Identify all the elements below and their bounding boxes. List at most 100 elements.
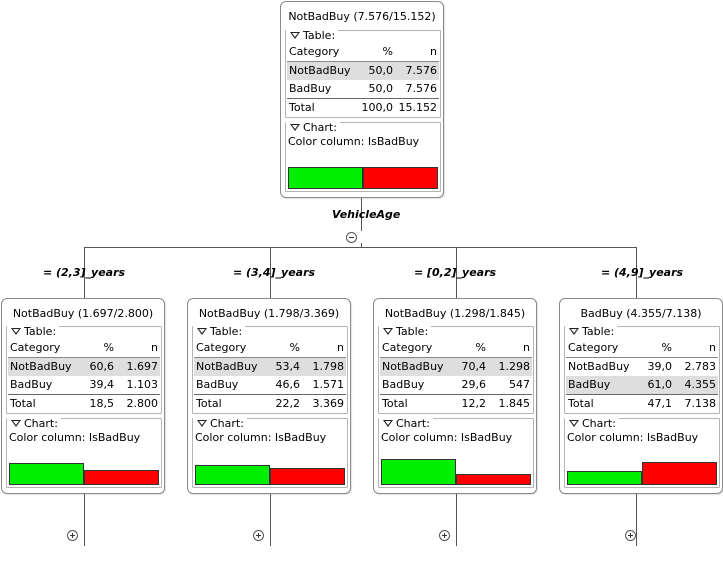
cell-count: 3.369 (312, 397, 345, 410)
node-title: NotBadBuy (7.576/15.152) (288, 10, 436, 23)
expand-icon[interactable] (67, 530, 78, 541)
cell-percent: 53,4 (275, 360, 301, 373)
cell-category: Category (196, 341, 247, 354)
bar-badbuy (456, 474, 531, 485)
cell-category: BadBuy (196, 378, 239, 391)
table-row: NotBadBuy 50,0 7.576 (287, 62, 439, 80)
cell-percent: 61,0 (647, 378, 673, 391)
cell-category: Total (568, 397, 594, 410)
cell-category: Total (10, 397, 36, 410)
table-toggle[interactable]: Table: (286, 30, 339, 42)
cell-percent: 22,2 (275, 397, 301, 410)
chart-section: Chart: Color column: IsBadBuy (378, 418, 534, 488)
cell-count: n (337, 341, 344, 354)
table-toggle[interactable]: Table: (193, 326, 246, 338)
bar-notbadbuy (381, 459, 456, 485)
stats-table: Category% n NotBadBuy 70,4 1.298 BadBuy 29,6 54… (380, 339, 532, 413)
edge-label-1: = (2,3]_years (42, 266, 126, 279)
chart-toggle[interactable]: Chart: (286, 122, 340, 134)
table-row: BadBuy 50,0 7.576 (287, 80, 439, 98)
cell-percent: 29,6 (461, 378, 487, 391)
color-column-label: Color column: IsBadBuy (381, 431, 513, 444)
table-header-row: Category% n (8, 339, 160, 358)
cell-count: 1.298 (498, 360, 531, 373)
cell-percent: 39,0 (647, 360, 673, 373)
cell-percent: % (661, 341, 672, 354)
triangle-down-icon (290, 31, 300, 39)
collapse-icon[interactable] (346, 232, 357, 243)
table-section: Table: Category% n NotBadBuy 53,4 1.798 BadBuy… (192, 326, 348, 414)
expand-icon[interactable] (253, 530, 264, 541)
cell-category: Total (196, 397, 222, 410)
split-attribute-label: VehicleAge (332, 208, 401, 221)
expand-icon[interactable] (439, 530, 450, 541)
child-stub-3 (456, 494, 457, 546)
cell-percent: % (289, 341, 300, 354)
cell-count: 7.138 (684, 397, 717, 410)
table-label: Table: (24, 325, 57, 338)
cell-category: Total (289, 101, 315, 114)
cell-category: Category (10, 341, 61, 354)
tree-node-c3[interactable]: NotBadBuy (1.298/1.845) Table: Category% n N… (373, 298, 537, 494)
cell-count: 7.576 (405, 64, 438, 77)
cell-percent: 39,4 (89, 378, 115, 391)
table-toggle[interactable]: Table: (7, 325, 60, 338)
cell-percent: 100,0 (361, 101, 394, 114)
cell-count: 1.798 (312, 360, 345, 373)
cell-percent: 60,6 (89, 360, 115, 373)
table-section: Table: Category% n NotBadBuy 50,0 7.576 BadBuy… (285, 30, 441, 118)
chart-toggle[interactable]: Chart: (193, 418, 247, 430)
branch-line-1 (84, 247, 85, 298)
tree-node-c2[interactable]: NotBadBuy (1.798/3.369) Table: Category% n N… (187, 298, 351, 494)
bar-badbuy (270, 468, 345, 485)
expand-icon[interactable] (625, 530, 636, 541)
chart-toggle[interactable]: Chart: (379, 418, 433, 430)
child-stub-2 (270, 494, 271, 546)
table-section: Table: Category% n NotBadBuy 60,6 1.697 BadBuy… (6, 326, 162, 414)
cell-count: 7.576 (405, 82, 438, 95)
class-distribution-chart (567, 443, 717, 485)
triangle-down-icon (197, 327, 207, 335)
tree-node-c4[interactable]: BadBuy (4.355/7.138) Table: Category% n NotB… (559, 298, 723, 494)
cell-category: Category (568, 341, 619, 354)
tree-node-root[interactable]: NotBadBuy (7.576/15.152) Table: Category% n… (280, 1, 444, 198)
table-header-row: Category% n (566, 339, 718, 358)
edge-label-4: = (4,9]_years (600, 266, 684, 279)
chart-toggle[interactable]: Chart: (7, 418, 61, 430)
cell-percent: % (475, 341, 486, 354)
node-title: BadBuy (4.355/7.138) (580, 307, 702, 320)
root-connector (361, 197, 362, 231)
branch-line-2 (270, 247, 271, 298)
stats-table: Category% n NotBadBuy 60,6 1.697 BadBuy 39,4 1.… (8, 339, 160, 413)
chart-label: Chart: (210, 417, 244, 430)
class-distribution-chart (381, 443, 531, 485)
table-label: Table: (396, 325, 429, 338)
cell-percent: % (103, 341, 114, 354)
stats-table: Category% n NotBadBuy 53,4 1.798 BadBuy 46,6 1.… (194, 339, 346, 413)
class-distribution-chart (9, 443, 159, 485)
bar-badbuy (363, 167, 438, 189)
table-toggle[interactable]: Table: (379, 325, 432, 338)
cell-count: 2.783 (684, 360, 717, 373)
node-title: NotBadBuy (1.697/2.800) (12, 307, 154, 320)
cell-category: BadBuy (382, 378, 425, 391)
cell-count: 2.800 (126, 397, 159, 410)
table-row: NotBadBuy 53,4 1.798 (194, 358, 346, 376)
triangle-down-icon (11, 419, 21, 427)
child-stub-1 (84, 494, 85, 546)
tree-node-c1[interactable]: NotBadBuy (1.697/2.800) Table: Category% n N… (1, 298, 165, 494)
chart-label: Chart: (396, 417, 430, 430)
class-distribution-chart (288, 147, 438, 189)
table-total-row: Total 18,5 2.800 (8, 394, 160, 413)
table-section: Table: Category% n NotBadBuy 70,4 1.298 BadBuy… (378, 326, 534, 414)
bar-badbuy (642, 462, 717, 485)
table-toggle[interactable]: Table: (565, 326, 618, 338)
table-row: NotBadBuy 70,4 1.298 (380, 358, 532, 376)
cell-count: 1.571 (312, 378, 345, 391)
cell-percent: % (382, 45, 393, 58)
stats-table: Category% n NotBadBuy 50,0 7.576 BadBuy 50,0 7.… (287, 43, 439, 117)
chart-toggle[interactable]: Chart: (565, 418, 619, 430)
triangle-down-icon (290, 123, 300, 131)
branch-line-3 (456, 247, 457, 298)
chart-label: Chart: (303, 121, 337, 134)
